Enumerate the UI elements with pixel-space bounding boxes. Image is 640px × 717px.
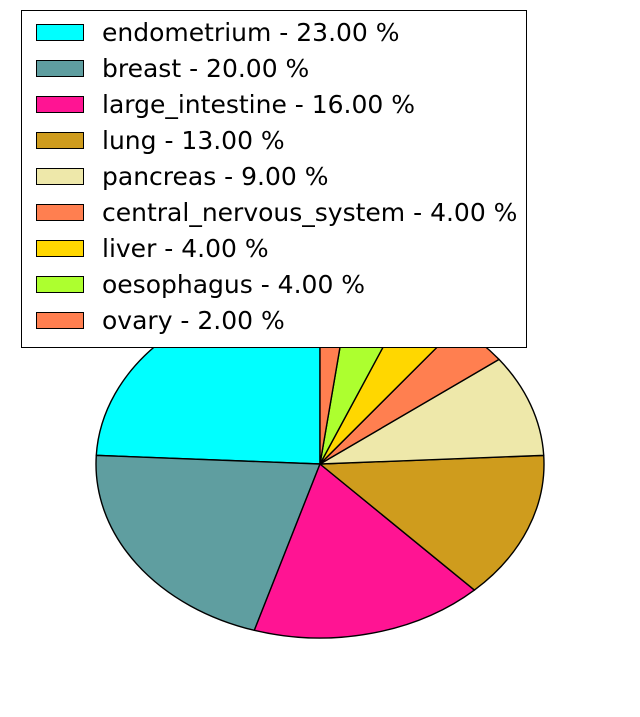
legend-item-endometrium: endometrium - 23.00 % [36, 14, 526, 50]
legend-swatch-liver [36, 240, 84, 258]
legend-item-ovary: ovary - 2.00 % [36, 303, 526, 339]
legend-label-large_intestine: large_intestine - 16.00 % [102, 89, 416, 119]
legend-label-liver: liver - 4.00 % [102, 234, 269, 264]
pie-slice-large_intestine [253, 463, 476, 639]
pie-slice-lung [319, 454, 545, 591]
legend-swatch-large_intestine [36, 95, 84, 113]
pie-slice-breast [95, 454, 321, 632]
legend-label-breast: breast - 20.00 % [102, 53, 310, 83]
legend-item-liver: liver - 4.00 % [36, 231, 526, 267]
legend-swatch-oesophagus [36, 276, 84, 294]
legend-item-central_nervous_system: central_nervous_system - 4.00 % [36, 194, 526, 230]
legend-item-breast: breast - 20.00 % [36, 50, 526, 86]
legend-item-lung: lung - 13.00 % [36, 122, 526, 158]
pie-slice-pancreas [319, 358, 545, 465]
legend-item-pancreas: pancreas - 9.00 % [36, 158, 526, 194]
legend-label-pancreas: pancreas - 9.00 % [102, 161, 329, 191]
legend-label-oesophagus: oesophagus - 4.00 % [102, 270, 366, 300]
legend-label-central_nervous_system: central_nervous_system - 4.00 % [102, 198, 518, 228]
legend-swatch-ovary [36, 312, 84, 330]
legend-swatch-endometrium [36, 23, 84, 41]
legend-item-large_intestine: large_intestine - 16.00 % [36, 86, 526, 122]
legend-swatch-breast [36, 59, 84, 77]
legend-label-ovary: ovary - 2.00 % [102, 306, 285, 336]
legend: endometrium - 23.00 % breast - 20.00 % l… [21, 10, 527, 348]
legend-label-lung: lung - 13.00 % [102, 125, 285, 155]
legend-swatch-pancreas [36, 167, 84, 185]
legend-swatch-lung [36, 131, 84, 149]
legend-swatch-central_nervous_system [36, 204, 84, 222]
legend-label-endometrium: endometrium - 23.00 % [102, 17, 400, 47]
legend-item-oesophagus: oesophagus - 4.00 % [36, 267, 526, 303]
